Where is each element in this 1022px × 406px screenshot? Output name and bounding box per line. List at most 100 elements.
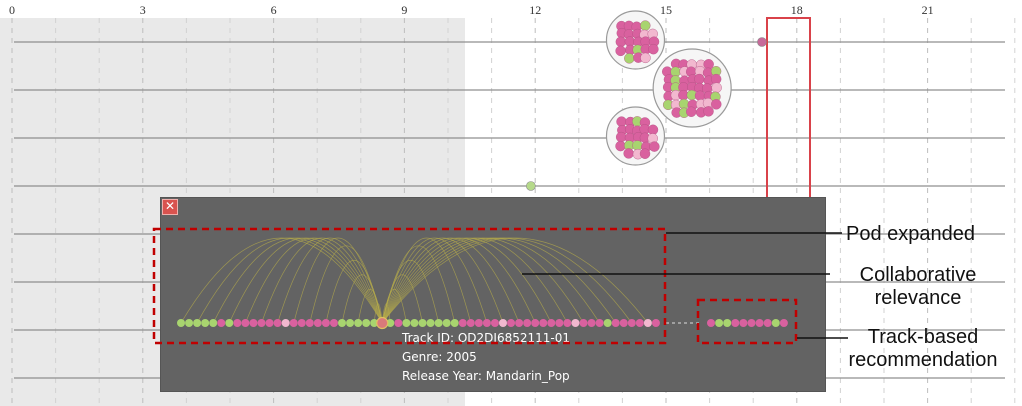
- track-dot[interactable]: [474, 319, 483, 327]
- pod-cluster[interactable]: [652, 48, 732, 128]
- track-dot[interactable]: [619, 319, 628, 327]
- track-dot[interactable]: [515, 319, 524, 327]
- recommendation-dot[interactable]: [739, 319, 748, 327]
- track-dot[interactable]: [499, 319, 507, 327]
- track-dot[interactable]: [611, 319, 620, 327]
- track-dot[interactable]: [185, 319, 194, 327]
- pod-detail-panel[interactable]: ✕ Track ID: OD2DI6852111-01 Genre: 2005 …: [160, 197, 826, 392]
- track-dot[interactable]: [418, 319, 427, 327]
- recommendation-dot[interactable]: [771, 319, 780, 327]
- track-dot[interactable]: [563, 319, 572, 327]
- track-dot[interactable]: [686, 106, 697, 117]
- track-dot[interactable]: [651, 319, 660, 327]
- track-dot[interactable]: [539, 319, 548, 327]
- track-id-label: Track ID: OD2DI6852111-01: [402, 331, 570, 345]
- track-dot[interactable]: [442, 319, 451, 327]
- track-dot[interactable]: [615, 45, 626, 57]
- track-dot[interactable]: [632, 140, 643, 151]
- pod-cluster[interactable]: [605, 106, 666, 166]
- track-dot[interactable]: [531, 319, 540, 327]
- track-dot[interactable]: [703, 106, 714, 117]
- track-dot[interactable]: [329, 319, 338, 327]
- track-dot[interactable]: [305, 319, 314, 327]
- axis-tick-label: 9: [401, 3, 408, 17]
- track-dot[interactable]: [458, 319, 467, 327]
- track-dot[interactable]: [711, 82, 722, 93]
- recommendation-dot[interactable]: [707, 319, 715, 327]
- recommendation-dot[interactable]: [763, 319, 772, 327]
- track-dot[interactable]: [648, 43, 659, 55]
- track-dot[interactable]: [313, 319, 322, 327]
- track-dot[interactable]: [434, 319, 443, 327]
- track-dot[interactable]: [217, 319, 226, 327]
- track-dot[interactable]: [289, 319, 298, 327]
- track-dot[interactable]: [233, 319, 242, 327]
- track-dot[interactable]: [482, 319, 491, 327]
- pod-cluster[interactable]: [605, 10, 666, 70]
- track-dot[interactable]: [249, 319, 258, 327]
- track-dot[interactable]: [623, 148, 634, 159]
- track-dot-sequence[interactable]: [177, 316, 660, 330]
- track-dot[interactable]: [615, 36, 627, 48]
- track-dot[interactable]: [587, 319, 596, 327]
- track-dot[interactable]: [624, 53, 635, 64]
- pod-layer[interactable]: [526, 10, 767, 191]
- track-dot[interactable]: [649, 141, 660, 152]
- track-dot[interactable]: [694, 73, 705, 85]
- track-dot[interactable]: [640, 20, 651, 31]
- recommendation-dot[interactable]: [723, 319, 732, 327]
- track-dot[interactable]: [338, 319, 346, 327]
- recommendation-dot[interactable]: [731, 319, 740, 327]
- track-dot[interactable]: [603, 319, 612, 327]
- track-dot[interactable]: [490, 319, 499, 327]
- pod-expanded-view[interactable]: [161, 198, 825, 391]
- track-dot[interactable]: [523, 319, 532, 327]
- track-dot[interactable]: [209, 319, 218, 327]
- track-dot[interactable]: [410, 319, 419, 327]
- track-dot[interactable]: [639, 148, 651, 159]
- track-dot[interactable]: [547, 319, 556, 327]
- track-dot[interactable]: [450, 319, 459, 327]
- track-dot[interactable]: [257, 319, 266, 327]
- track-dot[interactable]: [281, 319, 290, 327]
- track-dot[interactable]: [711, 99, 722, 110]
- track-dot[interactable]: [177, 319, 185, 327]
- track-dot[interactable]: [595, 319, 604, 327]
- track-dot[interactable]: [635, 319, 644, 327]
- track-dot[interactable]: [402, 319, 411, 327]
- track-dot[interactable]: [394, 319, 403, 327]
- track-dot[interactable]: [273, 319, 282, 327]
- recommendation-dot[interactable]: [715, 319, 724, 327]
- track-dot[interactable]: [346, 319, 355, 327]
- track-dot[interactable]: [426, 319, 435, 327]
- track-dot[interactable]: [193, 319, 202, 327]
- track-dot[interactable]: [466, 319, 475, 327]
- close-icon[interactable]: ✕: [162, 199, 178, 215]
- track-dot[interactable]: [241, 319, 250, 327]
- track-dot[interactable]: [555, 319, 564, 327]
- track-dot[interactable]: [297, 319, 306, 327]
- recommendation-dot[interactable]: [779, 319, 788, 327]
- track-dot[interactable]: [640, 52, 651, 64]
- track-dot[interactable]: [627, 319, 636, 327]
- track-dot[interactable]: [526, 181, 536, 191]
- recommendation-dots[interactable]: [707, 319, 788, 327]
- track-dot[interactable]: [265, 319, 274, 327]
- track-dot[interactable]: [615, 131, 627, 143]
- track-dot[interactable]: [507, 319, 516, 327]
- selected-track-dot[interactable]: [376, 316, 389, 330]
- recommendation-dot[interactable]: [747, 319, 756, 327]
- track-dot[interactable]: [201, 319, 210, 327]
- track-dot[interactable]: [757, 37, 767, 47]
- track-dot[interactable]: [354, 319, 363, 327]
- annotation-track-based: Track-based recommendation: [833, 326, 1013, 372]
- track-dot[interactable]: [579, 319, 588, 327]
- track-dot[interactable]: [362, 319, 371, 327]
- track-dot[interactable]: [225, 319, 234, 327]
- track-dot[interactable]: [571, 319, 580, 327]
- track-dot[interactable]: [678, 98, 690, 110]
- recommendation-dot[interactable]: [755, 319, 764, 327]
- track-dot[interactable]: [643, 319, 652, 327]
- relevance-arc: [212, 237, 383, 324]
- track-dot[interactable]: [321, 319, 330, 327]
